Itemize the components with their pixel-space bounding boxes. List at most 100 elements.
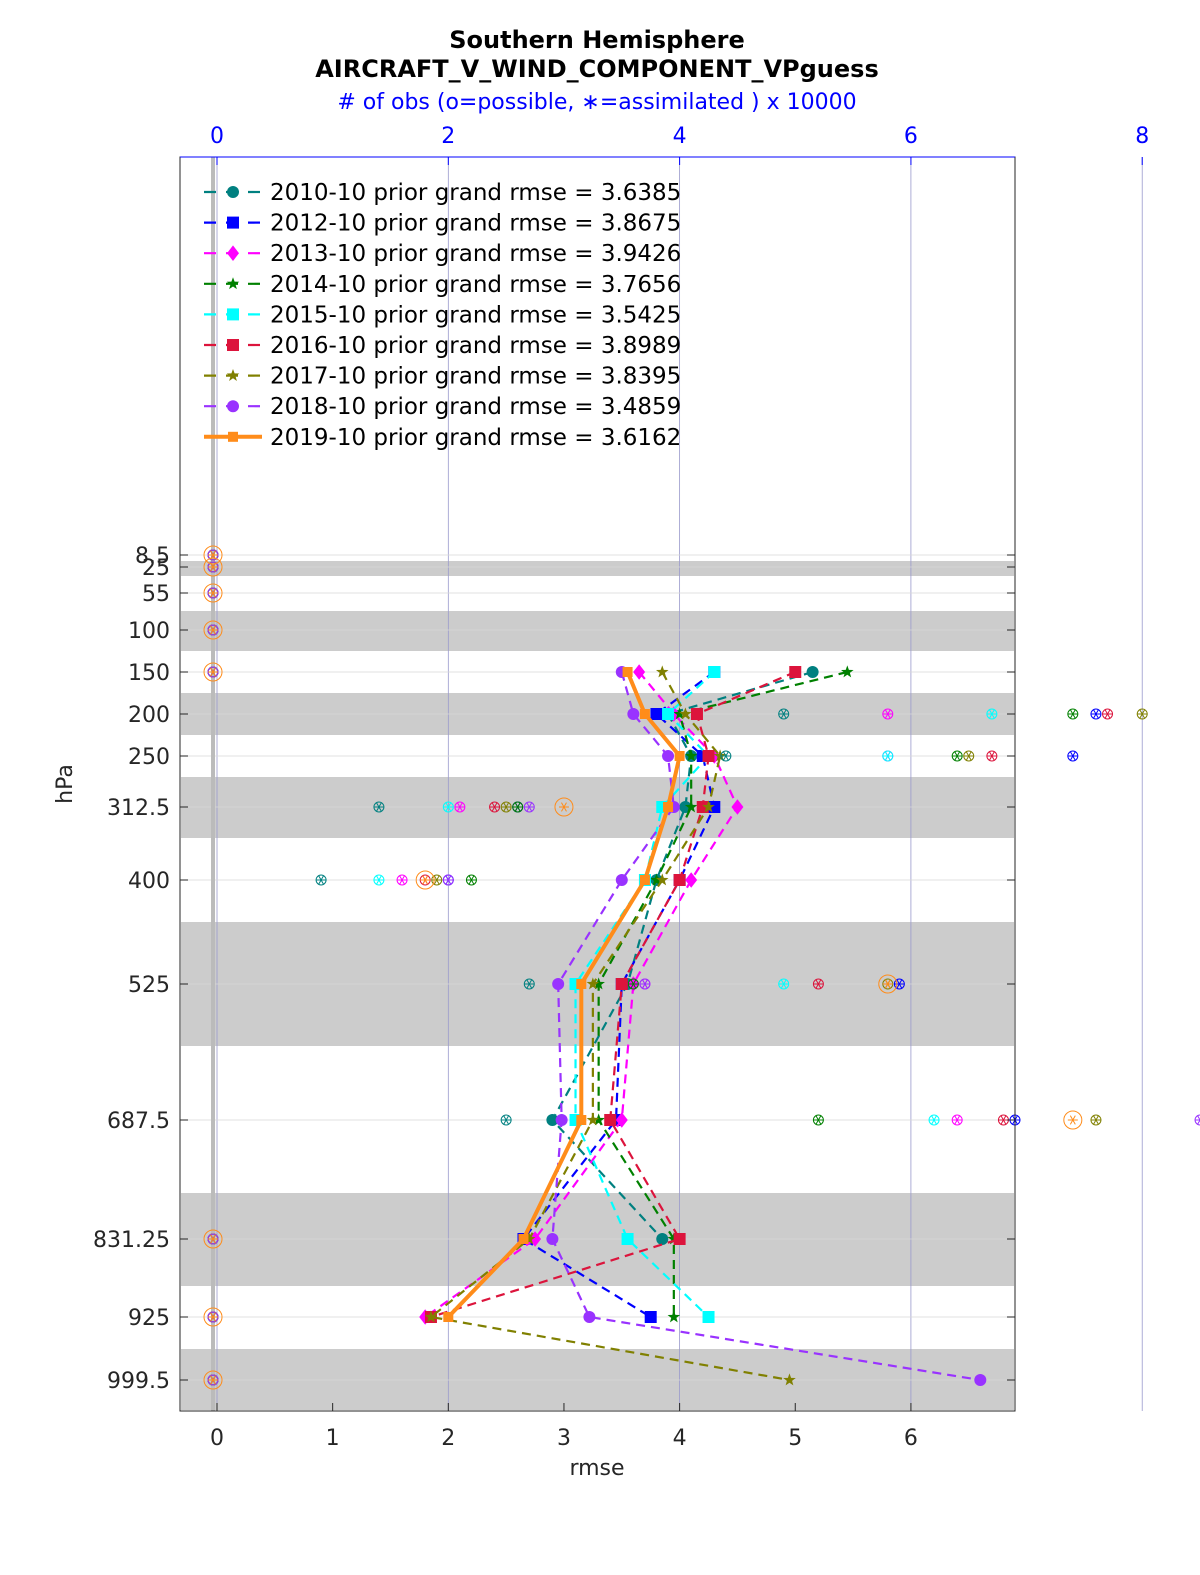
series-point <box>974 1374 987 1386</box>
obs-assimilated-marker <box>501 802 512 812</box>
obs-assimilated-marker <box>778 709 789 719</box>
series-point <box>684 749 698 762</box>
obs-assimilated-marker <box>466 875 477 885</box>
series-point <box>656 1233 669 1245</box>
series-point <box>615 978 628 990</box>
obs-assimilated-marker <box>882 979 893 989</box>
top-tick-label: 2 <box>441 124 455 149</box>
series-point <box>685 872 698 888</box>
obs-assimilated-marker <box>813 1115 824 1125</box>
series-point <box>806 666 819 678</box>
obs-count-markers <box>203 545 1200 1390</box>
series-point <box>586 977 600 990</box>
obs-possible-marker <box>203 1307 223 1327</box>
obs-assimilated-marker <box>524 802 535 812</box>
obs-assimilated-marker <box>373 875 384 885</box>
obs-assimilated-marker <box>1137 709 1148 719</box>
legend-marker <box>226 277 240 290</box>
legend-marker <box>227 339 239 351</box>
top-axis-label: # of obs (o=possible, ∗=assimilated ) x … <box>337 90 856 115</box>
series-point <box>627 708 640 720</box>
axes: 01234560246810128.52555100150200250312.5… <box>93 124 1149 1451</box>
obs-assimilated-marker <box>512 802 523 812</box>
obs-possible-marker <box>203 545 223 565</box>
obs-assimilated-marker <box>524 979 535 989</box>
obs-possible-marker <box>203 662 223 682</box>
level-band <box>181 1349 1014 1410</box>
obs-assimilated-marker <box>952 1115 963 1125</box>
series-point <box>546 1114 559 1126</box>
series-point <box>702 800 715 813</box>
obs-assimilated-marker <box>208 1312 219 1322</box>
obs-assimilated-marker <box>882 751 893 761</box>
obs-assimilated-marker <box>316 875 327 885</box>
obs-possible-marker <box>203 557 223 577</box>
series-point <box>650 873 663 886</box>
x-tick-label: 1 <box>326 1426 340 1451</box>
obs-assimilated-marker <box>443 875 454 885</box>
top-tick-label: 6 <box>904 124 918 149</box>
y-axis-label: hPa <box>53 764 78 804</box>
obs-assimilated-marker <box>443 802 454 812</box>
obs-possible-marker <box>415 870 435 890</box>
series-point <box>615 874 628 886</box>
series-point <box>586 1113 600 1126</box>
grid-lines <box>180 157 1143 1411</box>
y-tick-label: 55 <box>142 582 170 607</box>
obs-possible-marker <box>203 1370 223 1390</box>
top-tick-label: 0 <box>210 124 224 149</box>
y-tick-label: 831.25 <box>93 1228 170 1253</box>
y-tick-label: 8.5 <box>135 544 170 569</box>
series-point <box>655 873 669 886</box>
obs-assimilated-marker <box>639 979 650 989</box>
series-point <box>518 1234 529 1244</box>
series-point <box>644 1311 657 1323</box>
level-band <box>181 561 1014 576</box>
obs-assimilated-marker <box>208 667 219 677</box>
y-tick-label: 525 <box>128 973 170 998</box>
legend-marker <box>227 245 239 261</box>
series-point <box>522 1232 536 1245</box>
series-point <box>583 1311 596 1323</box>
y-tick-label: 999.5 <box>107 1369 170 1394</box>
series-point <box>662 708 675 720</box>
series-point <box>639 875 650 885</box>
obs-assimilated-marker <box>208 625 219 635</box>
legend-marker <box>227 216 239 229</box>
obs-assimilated-marker <box>1195 1115 1200 1125</box>
x-axis-label: rmse <box>569 1456 624 1481</box>
y-tick-label: 687.5 <box>107 1109 170 1134</box>
y-tick-label: 200 <box>128 703 170 728</box>
series-point <box>633 664 646 680</box>
obs-assimilated-marker <box>882 709 893 719</box>
series-line <box>428 671 790 1382</box>
series-line <box>574 671 716 1318</box>
series-point <box>546 1233 559 1245</box>
obs-assimilated-marker <box>1067 751 1078 761</box>
series-point <box>592 977 605 990</box>
series-point <box>708 666 721 678</box>
series-point <box>667 1310 681 1323</box>
y-tick-label: 400 <box>128 869 170 894</box>
series-point <box>655 665 669 678</box>
x-tick-label: 5 <box>788 1426 802 1451</box>
obs-assimilated-marker <box>501 1115 512 1125</box>
series-point <box>679 707 692 720</box>
obs-assimilated-marker <box>1067 1115 1078 1125</box>
obs-assimilated-marker <box>1102 709 1113 719</box>
obs-assimilated-marker <box>929 1115 940 1125</box>
obs-possible-marker <box>554 797 574 817</box>
series-point <box>443 1312 454 1322</box>
obs-assimilated-marker <box>431 875 442 885</box>
series-point <box>731 799 744 815</box>
obs-assimilated-marker <box>558 802 569 812</box>
top-tick-label: 8 <box>1135 124 1149 149</box>
obs-assimilated-marker <box>420 875 431 885</box>
legend-marker <box>228 431 238 442</box>
level-band <box>181 1193 1014 1286</box>
obs-assimilated-marker <box>813 979 824 989</box>
obs-assimilated-marker <box>894 979 905 989</box>
level-band <box>181 611 1014 651</box>
obs-assimilated-marker <box>952 751 963 761</box>
